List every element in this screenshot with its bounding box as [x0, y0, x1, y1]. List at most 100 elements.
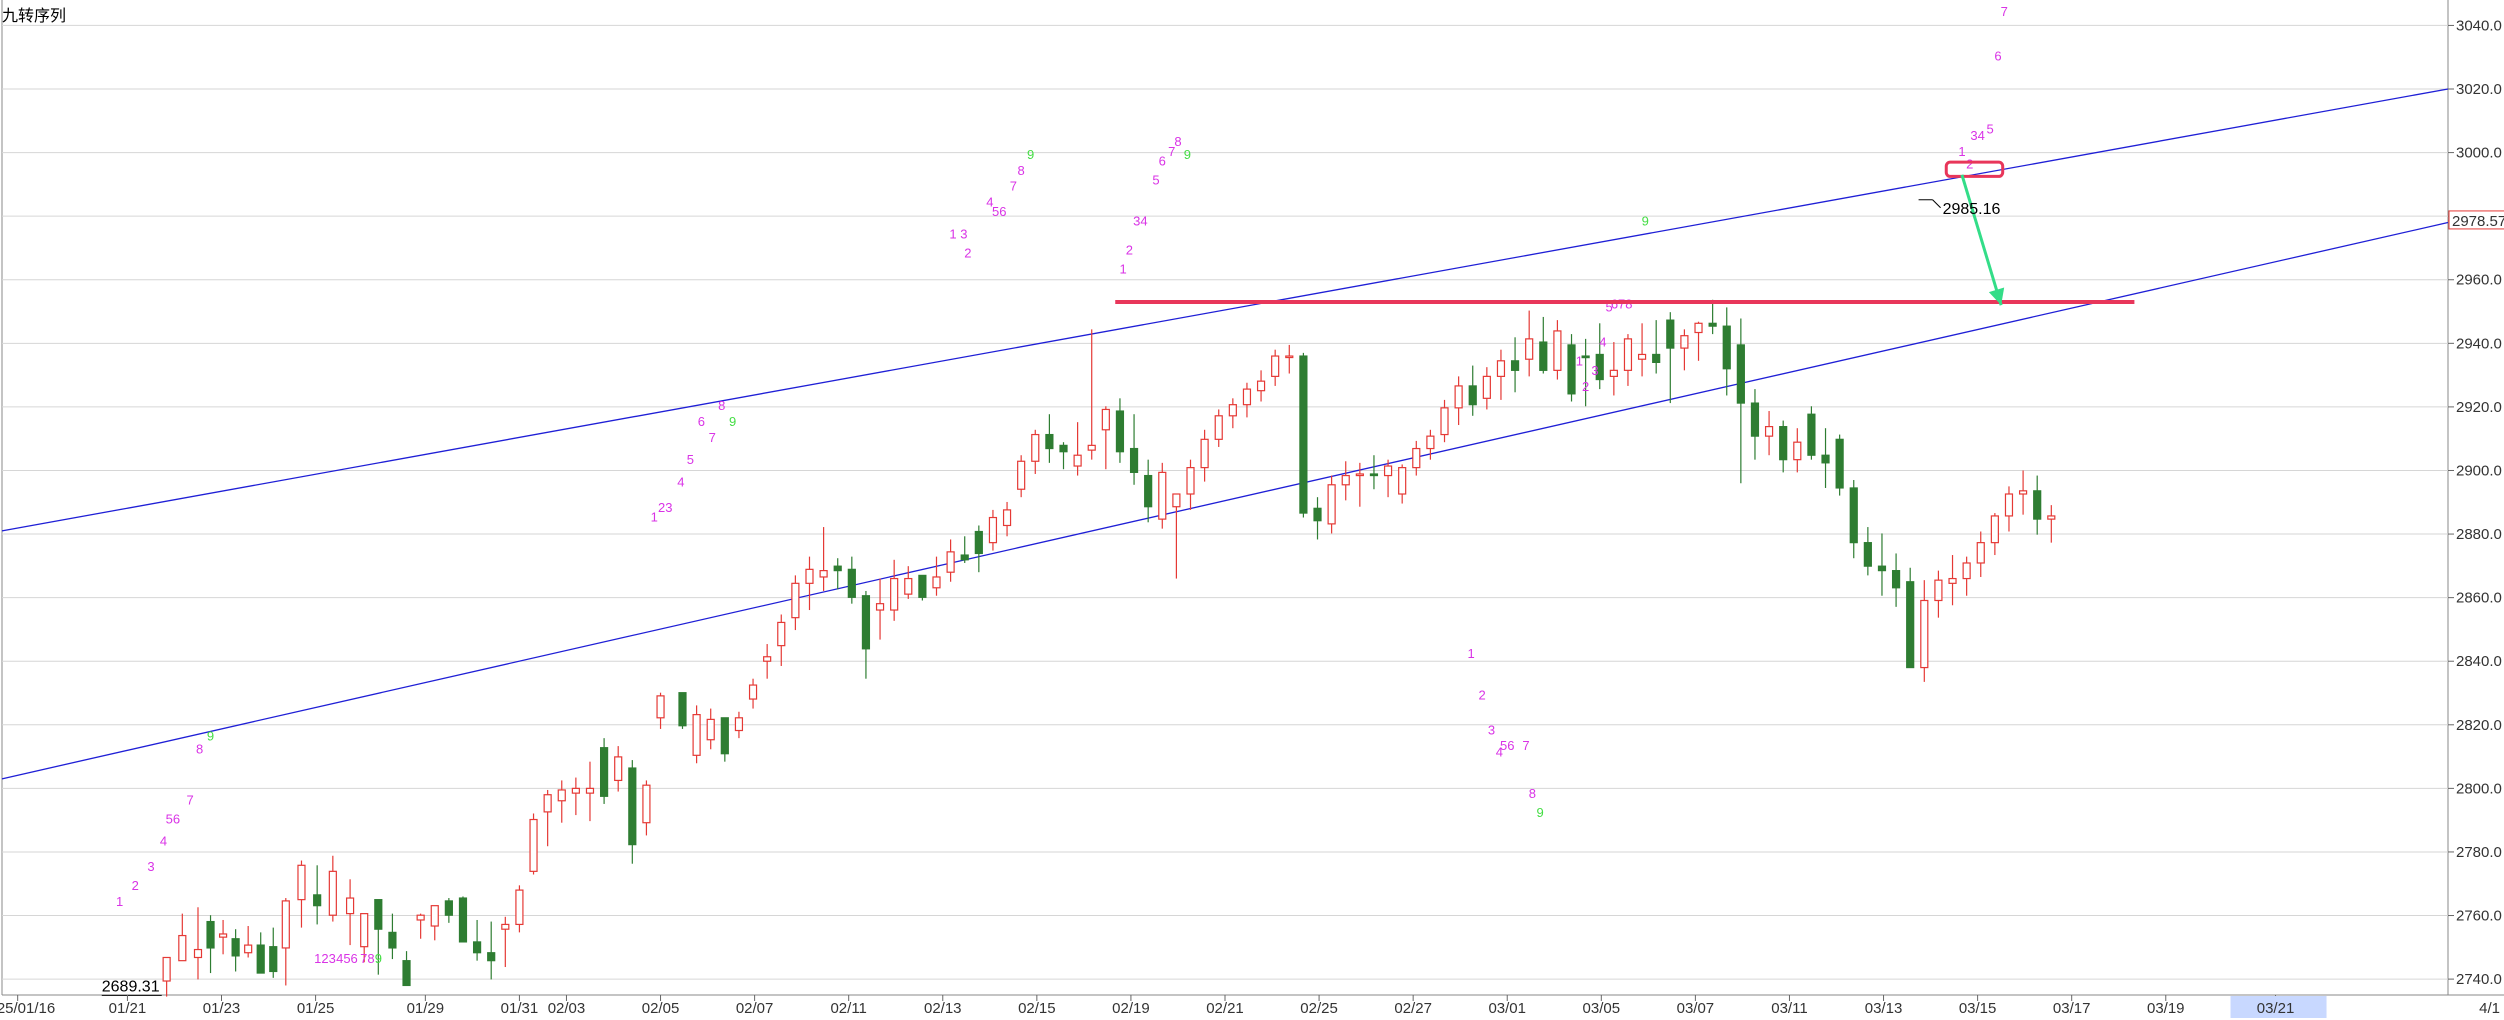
candle-up [193, 948, 203, 959]
td-sequence-number: 2 [132, 878, 139, 893]
candle-up [1017, 460, 1026, 490]
candle-up [791, 582, 800, 619]
candle-up [1158, 471, 1167, 520]
candle-down [1129, 447, 1139, 473]
x-tick-label: 01/25 [297, 1000, 335, 1017]
candle-up [162, 956, 171, 982]
td-sequence-number: 6 [1994, 48, 2001, 63]
candle-down [1821, 454, 1830, 464]
candle-down [974, 530, 983, 555]
candle-up [1426, 435, 1435, 450]
candle-down [1666, 319, 1675, 349]
candle-up [692, 714, 701, 756]
candle-up [515, 889, 524, 926]
candle-down [1510, 360, 1520, 371]
candle-up [890, 577, 899, 611]
high-annotation: 2985.16 [1943, 201, 2001, 218]
candle-up [1482, 375, 1491, 399]
candle-up [1637, 353, 1647, 360]
td-sequence-number: 34 [1133, 214, 1147, 229]
td-sequence-number: 9 [207, 729, 214, 744]
y-tick-label: 2800.0 [2456, 780, 2502, 797]
current-price-label: 2978.57 [2452, 213, 2504, 230]
candle-up [946, 551, 955, 573]
candle-up [1990, 515, 1999, 544]
td-sequence-number: 2 [1966, 156, 1973, 171]
annotation-leader [1932, 199, 1941, 209]
candle-up [328, 870, 337, 916]
candle-up [1920, 599, 1929, 669]
candle-up [1341, 474, 1350, 486]
x-tick-label: 01/23 [203, 1000, 241, 1017]
y-tick-label: 3000.0 [2456, 145, 2502, 162]
y-axis: 2740.0 2760.0 2780.0 2800.0 2820.0 2840.0 2860… [2448, 17, 2504, 988]
x-tick-label: 03/05 [1583, 1000, 1621, 1017]
trend-line [1, 221, 2449, 780]
x-tick-label: 03/11 [1771, 1000, 1807, 1017]
candle-up [875, 603, 885, 611]
candle-down [313, 894, 322, 907]
candle-down [628, 767, 637, 846]
candle-up [932, 576, 941, 589]
td-sequence-number: 4 [677, 474, 684, 489]
candle-up [345, 897, 355, 915]
candle-down [1581, 355, 1590, 359]
candle-up [1087, 444, 1096, 451]
candle-down [1369, 473, 1379, 477]
x-tick-label: 02/21 [1206, 1000, 1244, 1017]
candle-down [1567, 344, 1576, 395]
candle-up [1398, 467, 1407, 495]
candle-up [543, 794, 552, 813]
candle-up [244, 944, 253, 954]
candle-down [1299, 355, 1308, 514]
td-sequence-number: 7 [1168, 144, 1175, 159]
td-sequence-number: 1 [1958, 144, 1965, 159]
x-selected-highlight [2230, 996, 2327, 1018]
arrow-head [1988, 287, 2005, 306]
y-tick-label: 2880.0 [2456, 526, 2502, 543]
x-tick-label: 02/13 [924, 1000, 962, 1017]
candle-up [1327, 484, 1336, 525]
td-sequence-number: 8 [718, 398, 725, 413]
candle-down [678, 692, 687, 727]
candle-down [847, 568, 856, 598]
candle-up [585, 787, 595, 794]
td-sequence-number: 8 [196, 741, 203, 756]
candle-down [1807, 413, 1816, 456]
x-tick-label: 03/01 [1488, 1000, 1526, 1017]
x-tick-label: 03/17 [2053, 1000, 2091, 1017]
y-tick-label: 3020.0 [2456, 81, 2502, 98]
td-sequence-number: 2 [964, 245, 971, 260]
candle-down [1045, 433, 1054, 450]
candle-up [1383, 465, 1393, 477]
candle-up [1242, 388, 1252, 406]
candle-up [297, 864, 306, 901]
candle-down [1736, 344, 1745, 404]
candle-up [178, 934, 187, 962]
td-sequence-number: 9 [1027, 147, 1034, 162]
candle-up [416, 914, 425, 921]
candle-up [1285, 355, 1294, 359]
candle-up [1976, 542, 1985, 564]
y-tick-label: 2820.0 [2456, 717, 2502, 734]
candle-up [1962, 562, 1971, 580]
overlay-annotations: 2985.16 2689.31 [101, 160, 2135, 996]
candle-up [777, 621, 786, 647]
td-sequence-number: 1 [1119, 261, 1126, 276]
x-tick-label: 03/15 [1959, 1000, 1997, 1017]
td-sequence-number: 56 [992, 204, 1006, 219]
td-sequence-number: 9 [375, 951, 382, 966]
candle-up [1454, 385, 1463, 409]
current-price-tag [2448, 210, 2504, 230]
candle-down [1849, 487, 1858, 544]
td-sequence-number: 6 [698, 414, 705, 429]
candle-up [1200, 438, 1209, 469]
candle-up [706, 718, 715, 741]
candle-up [281, 900, 290, 949]
candle-down [599, 747, 609, 797]
candle-down [388, 931, 397, 949]
candle-down [2033, 490, 2042, 520]
candle-up [656, 695, 665, 719]
candle-down [1722, 325, 1731, 370]
